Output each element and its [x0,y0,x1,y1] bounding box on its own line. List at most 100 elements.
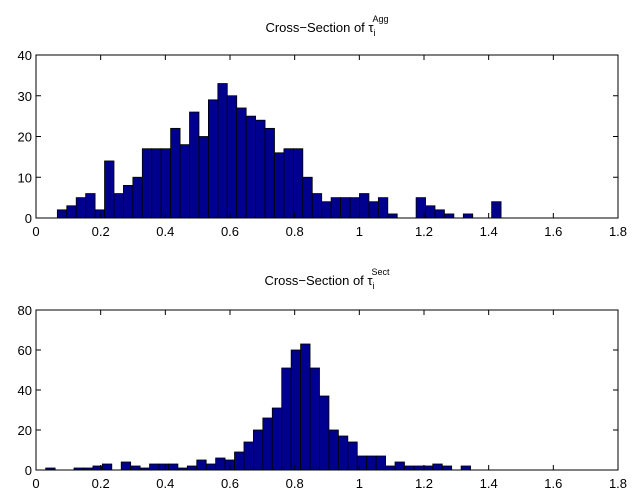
x-tick-label-agg: 1 [356,224,363,239]
x-tick-label-agg: 1.2 [415,224,433,239]
bars-agg [56,83,502,219]
histogram-bar-sect-15 [186,465,198,471]
histogram-bar-sect-38 [404,465,415,471]
x-tick-label-sect: 1.2 [415,476,433,491]
histogram-bar-sect-12 [158,463,169,471]
histogram-bar-agg-20 [245,115,257,219]
histogram-bar-agg-12 [170,127,181,219]
histogram-bar-agg-35 [387,213,398,219]
y-tick-label-sect: 20 [18,423,32,438]
histogram-bar-sect-27 [300,343,311,471]
histogram-bar-agg-7 [123,184,134,219]
y-tick-label-sect: 60 [18,343,32,358]
x-tick-label-agg: 0.8 [286,224,304,239]
histogram-bar-agg-30 [340,197,351,219]
histogram-bar-agg-11 [160,148,172,219]
x-tick-label-agg: 0.2 [92,224,110,239]
x-tick-label-agg: 0.4 [156,224,174,239]
chart-title-sect: Cross−Section of τiSect [264,267,390,291]
histogram-bar-agg-19 [236,107,247,219]
histogram-bar-agg-40 [434,209,445,219]
histogram-bar-agg-6 [113,193,124,219]
x-tick-label-sect: 1.8 [609,476,627,491]
x-tick-label-sect: 1 [356,476,363,491]
histogram-bar-sect-42 [441,465,453,471]
histogram-bar-agg-0 [56,209,68,219]
ticks-sect: 0 0.2 0.4 0.6 0.8 1 1.2 1.4 1.6 1.8 0 20 40 60 80 [18,303,628,491]
bars-sect [45,343,471,471]
y-tick-label-sect: 40 [18,383,32,398]
y-tick-label-agg: 0 [25,211,32,226]
histogram-bar-sect-41 [432,463,443,471]
x-tick-label-sect: 0.4 [156,476,174,491]
y-tick-label-sect: 0 [25,463,32,478]
histogram-bar-agg-18 [226,95,238,219]
histogram-bar-agg-27 [311,193,323,219]
histogram-bar-sect-22 [253,429,264,471]
histogram-bar-sect-32 [347,441,358,471]
histogram-bar-agg-14 [189,111,200,219]
y-tick-label-agg: 20 [18,130,32,145]
histogram-bar-agg-21 [255,119,266,219]
histogram-bar-sect-36 [385,465,396,471]
histogram-bar-sect-6 [101,463,113,471]
histogram-agg: Cross−Section of τiAgg 0 0.2 0.4 0.6 0.8 1 1.2… [18,14,628,239]
histogram-bar-agg-43 [462,213,474,219]
x-tick-label-sect: 0.6 [221,476,239,491]
histogram-bar-sect-37 [394,461,405,471]
histogram-bar-agg-25 [292,148,304,219]
histogram-bar-agg-15 [198,136,209,219]
x-tick-label-sect: 1.6 [544,476,562,491]
histogram-bar-agg-5 [104,160,115,219]
x-tick-label-sect: 1.4 [480,476,498,491]
histogram-bar-sect-44 [460,465,471,471]
histogram-bar-agg-4 [94,209,105,219]
histogram-bar-sect-8 [120,461,132,471]
histogram-bar-agg-8 [132,176,143,219]
histogram-bar-sect-31 [337,435,349,471]
histogram-bar-sect-24 [271,407,283,471]
histogram-bar-agg-24 [283,148,294,219]
histogram-bar-agg-13 [179,144,190,219]
histogram-bar-agg-16 [207,99,219,219]
histogram-bar-sect-23 [262,417,273,471]
histogram-bar-agg-23 [274,152,285,219]
x-tick-label-sect: 0.2 [92,476,110,491]
histogram-sect: Cross−Section of τiSect 0 0.2 0.4 0.6 0.8 1 1.… [18,267,628,491]
histogram-bar-agg-26 [302,176,313,219]
histogram-bar-sect-28 [309,367,320,471]
x-tick-label-sect: 0.8 [286,476,304,491]
histogram-bar-sect-39 [413,465,424,471]
histogram-bar-agg-33 [368,201,379,219]
histogram-bar-sect-16 [196,459,207,471]
x-tick-label-agg: 0.6 [221,224,239,239]
histogram-bar-sect-20 [234,451,245,471]
histogram-bar-sect-30 [328,429,339,471]
histogram-bar-sect-29 [319,395,330,471]
x-tick-label-agg: 0 [32,224,39,239]
histogram-bar-agg-2 [75,197,87,219]
histogram-bar-agg-39 [425,205,436,219]
histogram-bar-agg-31 [349,197,360,219]
histogram-bar-agg-46 [491,201,502,219]
x-tick-label-agg: 1.8 [609,224,627,239]
histogram-bar-sect-33 [356,455,368,471]
histogram-bar-agg-1 [66,205,77,219]
histogram-bar-sect-17 [205,463,217,471]
histogram-bar-agg-10 [151,148,162,219]
histogram-bar-sect-21 [243,441,254,471]
histogram-bar-agg-3 [85,193,96,219]
x-tick-label-sect: 0 [32,476,39,491]
histogram-bar-agg-29 [330,197,341,219]
histogram-bar-sect-9 [130,465,141,471]
histogram-bar-agg-28 [321,201,332,219]
histogram-bar-sect-34 [366,455,377,471]
x-tick-label-agg: 1.6 [544,224,562,239]
y-tick-label-agg: 10 [18,170,32,185]
y-tick-label-agg: 30 [18,89,32,104]
histogram-bar-sect-18 [215,457,226,471]
histogram-bar-agg-32 [359,193,370,219]
histogram-bar-sect-11 [149,463,160,471]
histogram-bar-sect-35 [375,455,386,471]
